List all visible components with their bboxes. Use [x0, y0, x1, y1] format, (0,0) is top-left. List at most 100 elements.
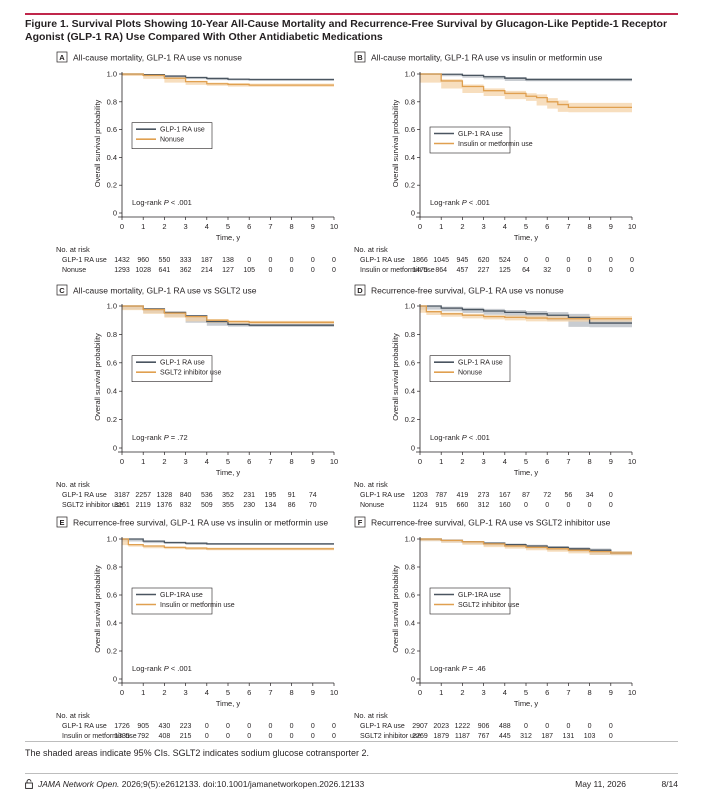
- risk-count: 230: [243, 502, 255, 509]
- y-tick-label: 0.8: [405, 330, 415, 339]
- risk-count: 214: [201, 267, 213, 274]
- risk-count: 0: [588, 257, 592, 264]
- survival-curve-comparator: [420, 305, 632, 320]
- x-tick-label: 5: [226, 222, 230, 231]
- risk-count: 32: [543, 267, 551, 274]
- risk-count: 1475: [412, 267, 428, 274]
- risk-count: 0: [332, 733, 336, 740]
- risk-count: 0: [247, 733, 251, 740]
- logrank-p: P: [462, 433, 467, 442]
- risk-table-header: No. at risk: [56, 480, 90, 489]
- risk-count: 0: [226, 733, 230, 740]
- legend-label: Nonuse: [160, 137, 184, 144]
- x-tick-label: 5: [524, 457, 528, 466]
- y-axis-label: Overall survival probability: [391, 99, 400, 187]
- risk-count: 0: [524, 723, 528, 730]
- risk-count: 906: [478, 723, 490, 730]
- risk-count: 3161: [114, 502, 130, 509]
- y-tick-label: 0.6: [405, 591, 415, 600]
- risk-row-label: GLP-1 RA use: [360, 492, 405, 499]
- risk-count: 550: [159, 257, 171, 264]
- survival-curve-comparator: [122, 305, 334, 323]
- risk-row-label: SGLT2 inhibitor use: [360, 733, 421, 740]
- y-tick-label: 0: [411, 675, 415, 684]
- risk-count: 0: [290, 733, 294, 740]
- legend-label: GLP-1 RA use: [160, 127, 205, 134]
- y-tick-label: 0.6: [405, 358, 415, 367]
- risk-row-label: Insulin or metformin use: [360, 267, 435, 274]
- risk-count: 1203: [412, 492, 428, 499]
- y-tick-label: 1.0: [405, 302, 415, 311]
- y-axis-label: Overall survival probability: [391, 333, 400, 421]
- figure-caption: The shaded areas indicate 95% CIs. SGLT2…: [25, 748, 370, 758]
- risk-count: 408: [159, 733, 171, 740]
- legend-label: GLP-1 RA use: [458, 131, 503, 138]
- risk-count: 864: [435, 267, 447, 274]
- y-axis-label: Overall survival probability: [93, 333, 102, 421]
- panel-a: A All-cause mortality, GLP-1 RA use vs no…: [56, 51, 338, 274]
- risk-count: 457: [457, 267, 469, 274]
- risk-count: 536: [201, 492, 213, 499]
- x-tick-label: 9: [311, 457, 315, 466]
- x-tick-label: 7: [566, 688, 570, 697]
- risk-count: 1376: [157, 502, 173, 509]
- panel-letter: D: [357, 286, 363, 295]
- citation-text: 2026;9(5):e2612133. doi:10.1001/jamanetw…: [119, 779, 365, 789]
- x-tick-label: 10: [330, 222, 338, 231]
- y-tick-label: 0.6: [405, 125, 415, 134]
- risk-table-header: No. at risk: [354, 245, 388, 254]
- risk-count: 767: [478, 733, 490, 740]
- logrank-prefix: Log-rank: [132, 198, 164, 207]
- risk-count: 1045: [433, 257, 449, 264]
- y-tick-label: 0.6: [107, 358, 117, 367]
- y-tick-label: 1.0: [107, 535, 117, 544]
- risk-count: 167: [499, 492, 511, 499]
- risk-count: 127: [222, 267, 234, 274]
- risk-count: 223: [180, 723, 192, 730]
- legend-label: GLP-1 RA use: [458, 360, 503, 367]
- risk-count: 0: [609, 257, 613, 264]
- x-tick-label: 3: [184, 222, 188, 231]
- risk-count: 509: [201, 502, 213, 509]
- y-tick-label: 0.4: [405, 387, 415, 396]
- panel-letter-box: [56, 51, 68, 63]
- y-tick-label: 0.6: [107, 125, 117, 134]
- x-tick-label: 7: [268, 688, 272, 697]
- logrank-annotation: Log-rank P < .001: [430, 433, 490, 442]
- x-tick-label: 4: [205, 457, 209, 466]
- panel-letter-box: [354, 516, 366, 528]
- x-tick-label: 6: [545, 222, 549, 231]
- risk-count: 620: [478, 257, 490, 264]
- x-tick-label: 4: [503, 457, 507, 466]
- risk-count: 273: [478, 492, 490, 499]
- y-tick-label: 1.0: [405, 70, 415, 79]
- risk-count: 0: [332, 257, 336, 264]
- risk-count: 840: [180, 492, 192, 499]
- journal-citation[interactable]: JAMA Network Open. 2026;9(5):e2612133. d…: [38, 779, 364, 789]
- risk-row-label: GLP-1 RA use: [62, 257, 107, 264]
- risk-count: 131: [563, 733, 575, 740]
- legend-label: Insulin or metformin use: [160, 602, 235, 609]
- logrank-value: < .001: [467, 198, 490, 207]
- risk-count: 56: [565, 492, 573, 499]
- logrank-p: P: [164, 664, 169, 673]
- x-tick-label: 3: [482, 688, 486, 697]
- legend-label: GLP-1 RA use: [160, 360, 205, 367]
- risk-count: 0: [311, 723, 315, 730]
- risk-count: 0: [566, 723, 570, 730]
- x-tick-label: 7: [268, 457, 272, 466]
- logrank-value: < .001: [169, 198, 192, 207]
- panel-letter-box: [354, 51, 366, 63]
- figure-title: Figure 1. Survival Plots Showing 10-Year…: [25, 18, 668, 43]
- risk-count: 105: [243, 267, 255, 274]
- risk-count: 1879: [433, 733, 449, 740]
- x-tick-label: 2: [460, 222, 464, 231]
- y-axis-label: Overall survival probability: [391, 565, 400, 653]
- risk-count: 231: [243, 492, 255, 499]
- survival-curve-comparator: [420, 538, 632, 554]
- risk-count: 0: [545, 723, 549, 730]
- risk-count: 333: [180, 257, 192, 264]
- risk-count: 0: [524, 257, 528, 264]
- legend-box: [131, 587, 213, 615]
